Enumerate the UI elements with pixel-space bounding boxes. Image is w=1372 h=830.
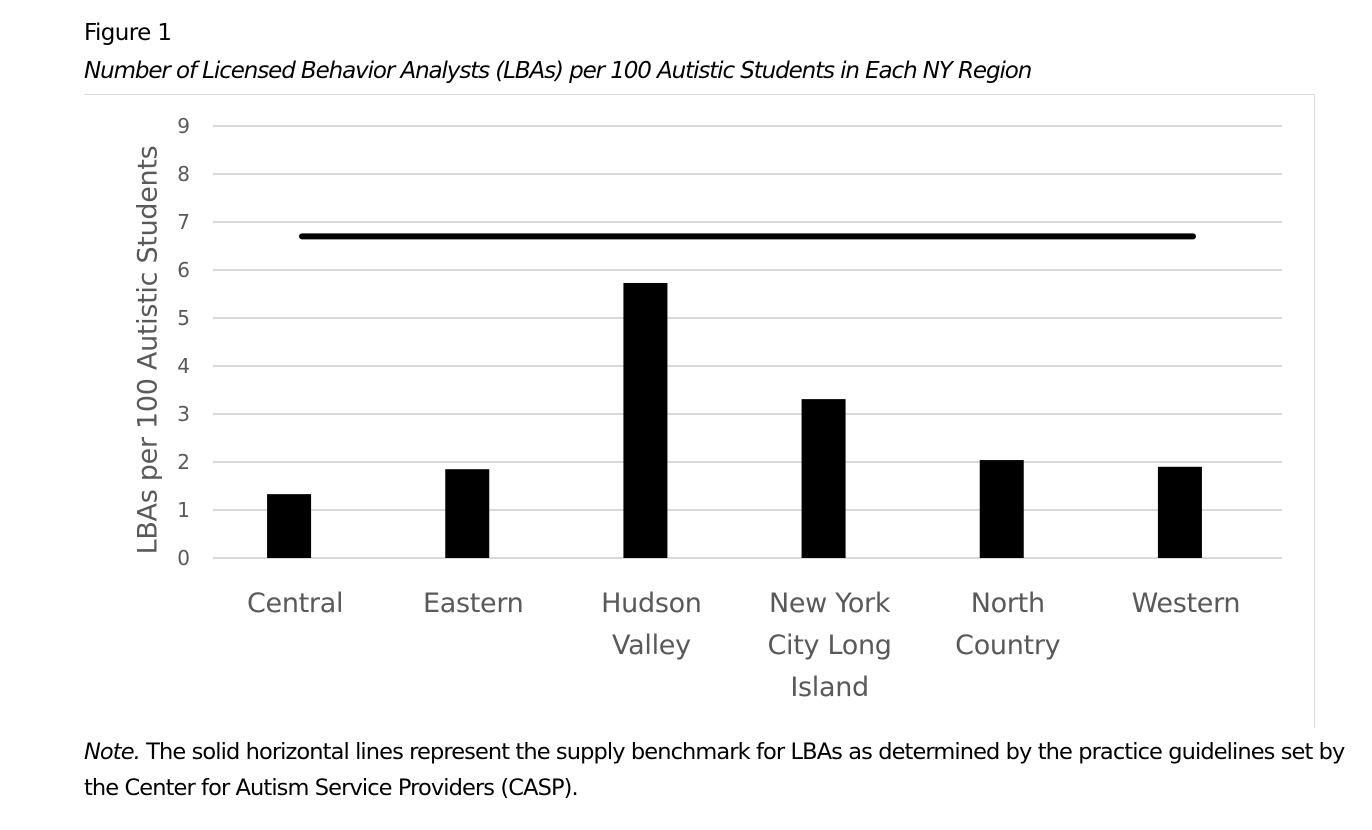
y-tick-label: 7 — [177, 210, 190, 234]
x-tick-label: Eastern — [388, 583, 558, 625]
y-tick-label: 6 — [177, 258, 190, 282]
y-tick-label: 8 — [177, 162, 190, 186]
x-tick-label-line: North — [970, 588, 1045, 619]
y-tick-label: 1 — [177, 498, 190, 522]
x-tick-label: Hudson Valley — [566, 583, 736, 667]
figure-label: Figure 1 — [84, 20, 172, 46]
x-tick-label-line: Western — [1131, 588, 1241, 619]
note-lead: Note. — [84, 739, 141, 765]
y-tick-label: 5 — [177, 306, 190, 330]
x-tick-label: Western — [1101, 583, 1271, 625]
y-tick-label: 9 — [177, 114, 190, 138]
bar-western — [1157, 466, 1202, 558]
figure-note: Note. The solid horizontal lines represe… — [84, 734, 1354, 806]
x-tick-label-line: New York — [768, 588, 891, 619]
x-tick-label: New York City Long Island — [745, 583, 915, 709]
y-axis-label: LBAs per 100 Autistic Students — [132, 145, 164, 555]
gridlines — [213, 125, 1282, 559]
y-tick-label: 3 — [177, 402, 190, 426]
chart-frame — [84, 94, 1315, 728]
bar-central — [267, 494, 312, 558]
bar-new-york-city-long-island — [801, 399, 846, 558]
y-tick-label: 2 — [177, 450, 190, 474]
x-tick-label-line: Hudson — [601, 588, 702, 619]
bar-eastern — [445, 469, 490, 558]
x-tick-label-line: Island — [790, 672, 869, 703]
note-text: The solid horizontal lines represent the… — [84, 739, 1345, 801]
bar-north-country — [979, 460, 1024, 558]
x-tick-label-line: City Long — [767, 630, 892, 661]
x-tick-label: Central — [210, 583, 380, 625]
x-tick-label: North Country — [923, 583, 1093, 667]
y-tick-label: 4 — [177, 354, 190, 378]
bar-hudson-valley — [623, 282, 668, 558]
y-tick-label: 0 — [177, 546, 190, 570]
x-tick-label-line: Valley — [612, 630, 691, 661]
x-tick-label-line: Country — [955, 630, 1061, 661]
figure-title: Number of Licensed Behavior Analysts (LB… — [84, 58, 1032, 84]
x-tick-label-line: Central — [246, 588, 344, 619]
bars — [267, 282, 1202, 558]
x-tick-label-line: Eastern — [422, 588, 524, 619]
